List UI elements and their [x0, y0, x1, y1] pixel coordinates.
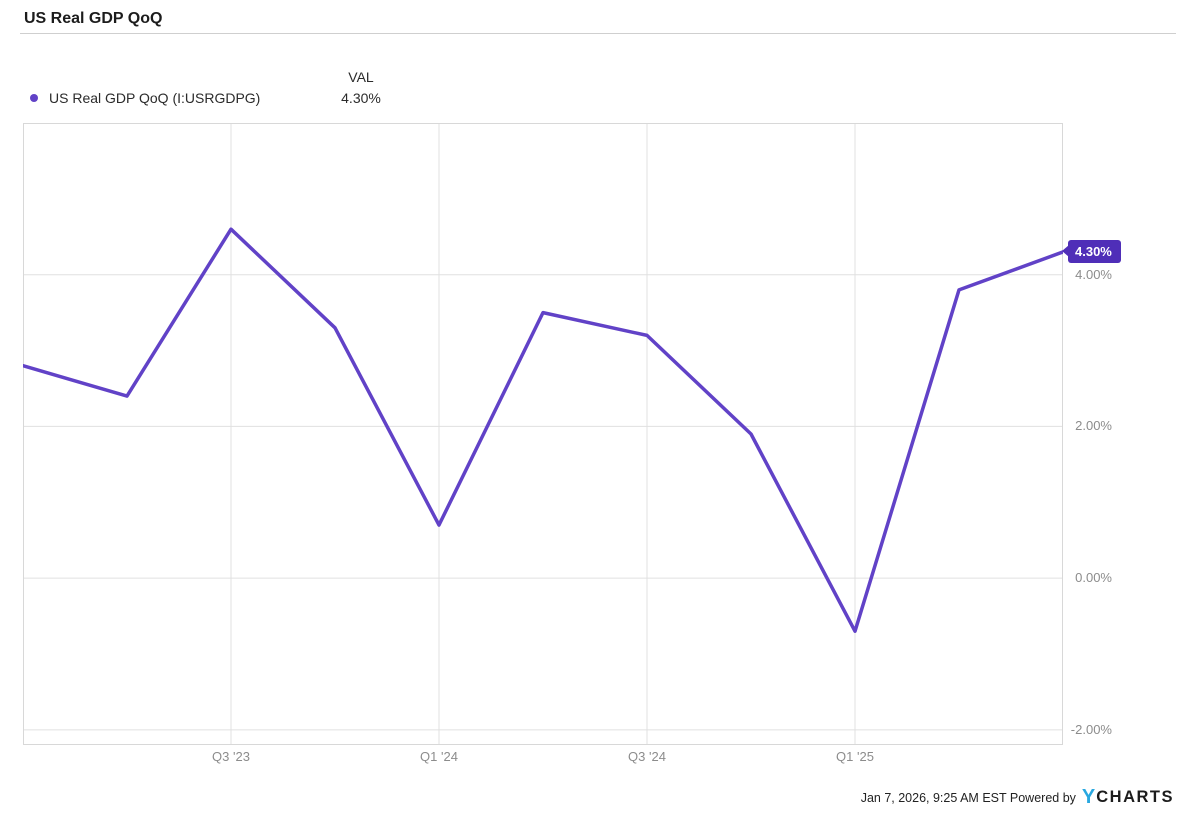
legend-series-label: US Real GDP QoQ (I:USRGDPG): [49, 90, 261, 106]
y-axis: 4.00% 2.00% 0.00% -2.00%: [1064, 123, 1112, 745]
footer: Jan 7, 2026, 9:25 AM EST Powered by Y CH…: [861, 786, 1174, 809]
y-axis-label: 0.00%: [1075, 570, 1112, 586]
ycharts-logo-text: CHARTS: [1096, 788, 1174, 806]
x-axis-label: Q3 '24: [628, 749, 666, 764]
footer-timestamp-and-attribution: Jan 7, 2026, 9:25 AM EST Powered by: [861, 791, 1076, 805]
series-line: [23, 227, 1063, 633]
legend-series-value: 4.30%: [341, 90, 381, 106]
legend-series-item: US Real GDP QoQ (I:USRGDPG): [30, 90, 260, 106]
plot-area[interactable]: [23, 123, 1063, 745]
title-divider: [20, 33, 1176, 34]
latest-value-badge: 4.30%: [1068, 239, 1121, 263]
page-title: US Real GDP QoQ: [24, 10, 163, 27]
footer-timestamp: Jan 7, 2026, 9:25 AM EST: [860, 790, 1007, 805]
x-axis: Q3 '23 Q1 '24 Q3 '24 Q1 '25: [23, 749, 1063, 769]
y-axis-label: 4.00%: [1075, 266, 1112, 282]
plot-border: [23, 123, 1063, 745]
ycharts-logo[interactable]: Y CHARTS: [1082, 786, 1174, 809]
legend-value-column-header: VAL: [348, 69, 374, 85]
x-axis-label: Q3 '23: [212, 749, 250, 764]
y-axis-label: 2.00%: [1075, 418, 1112, 434]
ycharts-y-icon: Y: [1081, 786, 1096, 808]
powered-by-text: Powered by: [1009, 790, 1076, 805]
y-axis-label: -2.00%: [1070, 721, 1112, 737]
x-axis-label: Q1 '24: [420, 749, 458, 764]
series-marker-icon: [30, 94, 38, 102]
x-axis-label: Q1 '25: [836, 749, 874, 764]
